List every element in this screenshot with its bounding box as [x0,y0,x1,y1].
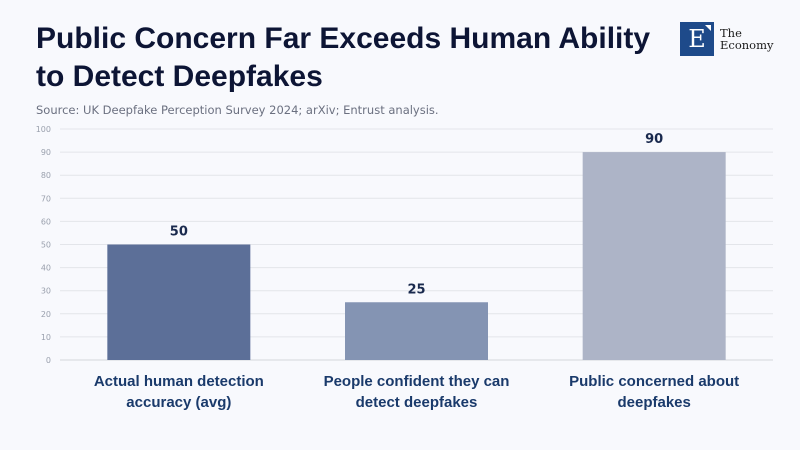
y-tick-label: 70 [41,194,51,203]
y-tick-label: 90 [41,148,51,157]
y-tick-label: 10 [41,333,51,342]
data-label: 25 [407,282,425,297]
x-category-label: Actual human detection accuracy (avg) [79,371,279,413]
chart-title: Public Concern Far Exceeds Human Ability… [36,22,651,93]
y-tick-label: 0 [46,356,51,365]
logo-wordmark: The Economy [720,27,774,51]
x-category-label-line: accuracy (avg) [126,394,232,411]
y-tick-label: 60 [41,217,51,226]
source-note: Source: UK Deepfake Perception Survey 20… [36,103,439,117]
x-category-label: People confident they can detect deepfake… [317,371,517,413]
brand-logo: E The Economy [680,22,774,56]
y-tick-label: 20 [41,310,51,319]
logo-mark-icon: E [680,22,714,56]
y-tick-label: 30 [41,287,51,296]
x-category-label-line: People confident they can [323,373,510,390]
x-category-label-line: Public concerned about [569,373,740,390]
x-category-label-line: detect deepfakes [355,394,478,411]
data-label: 50 [170,225,188,240]
x-category-label: Public concerned about deepfakes [554,371,754,413]
y-tick-label: 100 [36,125,51,134]
data-label: 90 [645,132,663,147]
x-category-label-line: Actual human detection [93,373,264,390]
y-tick-label: 40 [41,264,51,273]
bar [582,152,726,360]
x-category-label-line: deepfakes [617,394,691,411]
logo-line-2: Economy [720,38,774,52]
y-tick-label: 80 [41,171,51,180]
logo-line-1: The [720,26,742,40]
bar [345,302,488,360]
bar [107,244,251,360]
y-tick-label: 50 [41,241,51,250]
